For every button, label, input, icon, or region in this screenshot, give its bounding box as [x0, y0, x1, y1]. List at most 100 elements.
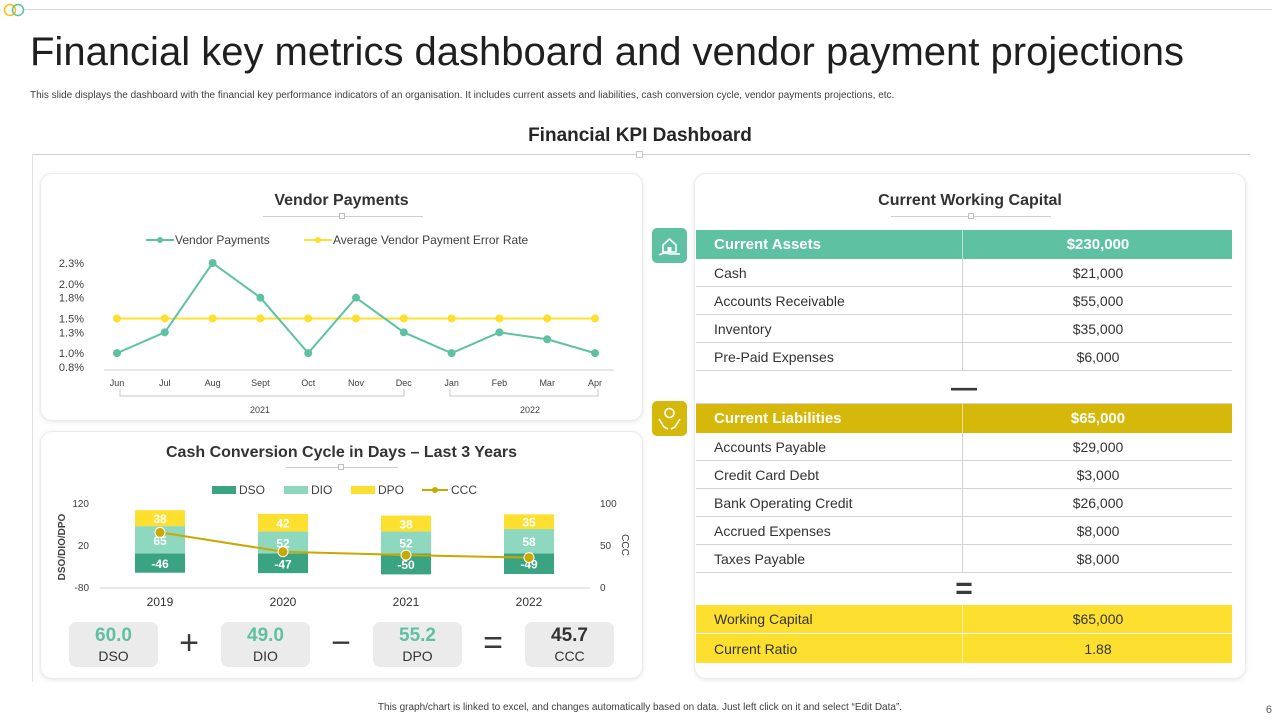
liabilities-header-label: Current Liabilities	[714, 410, 842, 427]
kpi-ccc-value: 45.7	[551, 625, 588, 646]
ccc-point	[400, 549, 412, 561]
row-value: $26,000	[1072, 494, 1124, 511]
row-label: Working Capital	[714, 611, 813, 627]
year-bracket	[119, 389, 405, 397]
assets-header-label: Current Assets	[714, 236, 821, 253]
legend-vendor-label: Vendor Payments	[175, 233, 270, 247]
x-tick-label: Jun	[110, 378, 125, 388]
bar-dso-label: -50	[397, 558, 415, 572]
section-handle	[636, 151, 643, 158]
footer-note: This graph/chart is linked to excel, and…	[377, 702, 903, 713]
error-rate-point	[495, 314, 504, 323]
row-label: Accrued Expenses	[714, 522, 831, 539]
bar-dso	[135, 553, 185, 573]
x-tick-label: Jan	[444, 378, 459, 388]
equals-operator: =	[483, 624, 503, 662]
x-tick-label: Feb	[492, 378, 508, 388]
vendor-payments-point	[495, 328, 504, 337]
y-tick-label: 2.3%	[59, 258, 84, 270]
x-tick-label: 2021	[393, 595, 420, 609]
table-row: Pre-Paid Expenses $6,000	[696, 343, 1232, 371]
row-label: Bank Operating Credit	[714, 494, 853, 511]
bar-dio-label: 52	[399, 536, 413, 550]
kpi-dpo-label: DPO	[402, 648, 433, 664]
y-tick-label: -80	[75, 583, 90, 594]
wc-title-handle	[968, 213, 974, 219]
row-value: 1.88	[1084, 640, 1112, 657]
row-label: Accounts Receivable	[714, 292, 845, 309]
bar-dpo-label: 38	[153, 512, 167, 526]
y2-tick-label: 50	[600, 541, 612, 552]
table-row: Accrued Expenses $8,000	[696, 517, 1232, 545]
minus-row: —	[696, 371, 1232, 404]
bar-dpo	[258, 513, 308, 532]
error-rate-point	[113, 314, 121, 323]
legend-label: CCC	[451, 483, 477, 497]
table-row: Accounts Receivable $55,000	[696, 287, 1232, 315]
error-rate-point	[399, 314, 408, 323]
table-row: Taxes Payable $8,000	[696, 545, 1232, 573]
row-label: Pre-Paid Expenses	[714, 348, 834, 365]
kpi-dpo-value: 55.2	[399, 625, 436, 646]
hands-money-icon	[652, 401, 687, 436]
liabilities-header-value: $65,000	[1070, 410, 1126, 427]
slide-title: Financial key metrics dashboard and vend…	[30, 30, 1184, 74]
table-row: Credit Card Debt $3,000	[696, 461, 1232, 489]
y2-tick-label: 0	[600, 583, 606, 594]
kpi-dio-label: DIO	[253, 648, 278, 664]
kpi-dso: 60.0 DSO	[69, 622, 158, 667]
kpi-ccc-label: CCC	[554, 648, 585, 664]
row-value: $29,000	[1072, 438, 1124, 455]
table-row: Bank Operating Credit $26,000	[696, 489, 1232, 517]
row-value: $8,000	[1076, 550, 1120, 567]
error-rate-point	[352, 314, 360, 323]
plus-operator: +	[179, 624, 199, 662]
section-left-rule	[32, 154, 33, 682]
x-tick-label: Mar	[539, 378, 555, 388]
bar-dpo-label: 35	[522, 516, 536, 530]
page-number: 6	[1265, 704, 1272, 716]
vendor-payments-point	[160, 328, 169, 337]
legend-label: DIO	[311, 483, 332, 497]
table-row: Accounts Payable $29,000	[696, 433, 1232, 461]
bar-dso-label: -46	[151, 557, 169, 571]
kpi-dio-value: 49.0	[247, 625, 284, 646]
error-rate-point	[543, 314, 552, 323]
table-row: Inventory $35,000	[696, 315, 1232, 343]
overlapping-rings-icon	[3, 3, 25, 17]
y-tick-label: 1.0%	[59, 348, 84, 360]
bar-dpo-label: 42	[276, 517, 290, 531]
y-tick-label: 1.5%	[59, 313, 84, 325]
y-tick-label: 2.0%	[59, 279, 84, 291]
bar-dio	[504, 529, 554, 554]
x-tick-label: 2020	[270, 595, 297, 609]
bar-dio-label: 65	[153, 534, 167, 548]
bar-dso-label: -47	[274, 557, 292, 571]
x-tick-label: Nov	[348, 378, 365, 388]
ccc-title: Cash Conversion Cycle in Days – Last 3 Y…	[166, 444, 517, 461]
error-rate-point	[208, 314, 217, 323]
legend-swatch	[212, 486, 236, 494]
bar-dpo	[504, 514, 554, 530]
vendor-payments-card: Vendor Payments	[40, 173, 643, 421]
bar-dpo-label: 38	[399, 518, 413, 532]
kpi-dso-value: 60.0	[95, 625, 132, 646]
vendor-payments-chart: Vendor Payments Average Vendor Payment Er…	[59, 233, 614, 415]
y-tick-label: 0.8%	[59, 362, 84, 374]
kpi-dio: 49.0 DIO	[221, 622, 310, 667]
row-label: Inventory	[714, 320, 772, 337]
bar-dio-label: 52	[276, 536, 290, 550]
bar-dso	[504, 553, 554, 574]
y-axis-title: DSO/DIO/DPO	[57, 513, 68, 580]
y2-axis-title: CCC	[619, 534, 630, 556]
x-tick-label: Oct	[301, 378, 316, 388]
vendor-title-handle	[339, 213, 345, 219]
minus-sign: —	[951, 372, 977, 402]
kpi-ccc: 45.7 CCC	[525, 622, 614, 667]
legend-label: DPO	[378, 483, 404, 497]
equals-sign: =	[955, 572, 973, 605]
vendor-payments-point	[256, 293, 265, 302]
year-group-label: 2022	[520, 405, 540, 415]
year-group-label: 2021	[250, 405, 270, 415]
assets-header-value: $230,000	[1066, 236, 1130, 253]
